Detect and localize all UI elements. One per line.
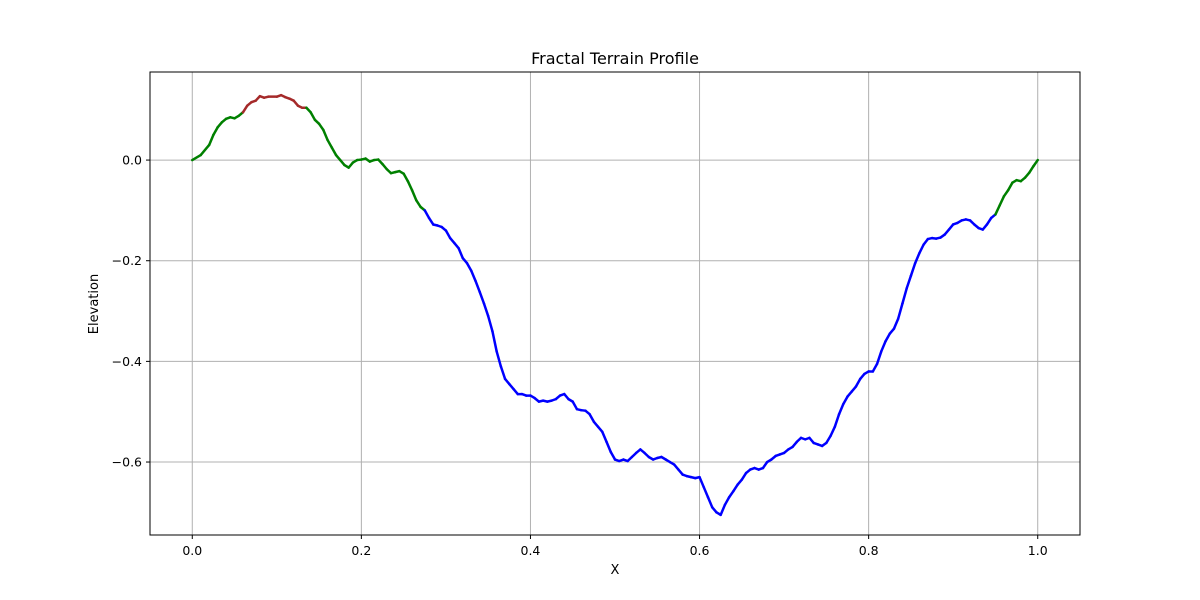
- line-segment: [706, 496, 714, 509]
- grid: [150, 72, 1080, 535]
- x-tick-label: 0.8: [859, 543, 879, 558]
- line-segment: [474, 279, 481, 294]
- line-segment: [732, 483, 739, 493]
- y-tick-label: −0.6: [112, 455, 142, 470]
- x-axis-label: X: [611, 563, 620, 578]
- line-segment: [833, 412, 841, 429]
- terrain-profile-line: [191, 93, 1039, 517]
- y-tick-label: −0.2: [112, 253, 142, 268]
- line-segment: [1006, 181, 1014, 192]
- line-segment: [825, 434, 832, 445]
- line-segment: [723, 496, 731, 507]
- line-segment: [191, 153, 202, 162]
- line-segment: [1028, 164, 1035, 174]
- line-segment: [241, 104, 249, 114]
- line-segment: [875, 350, 883, 366]
- x-tick-label: 0.4: [521, 543, 541, 558]
- line-segment: [457, 246, 465, 260]
- line-segment: [901, 287, 908, 305]
- line-segment: [918, 243, 925, 255]
- line-segment: [892, 317, 900, 330]
- line-segment: [571, 400, 579, 411]
- x-tick-label: 0.0: [182, 543, 202, 558]
- line-segment: [1032, 158, 1039, 168]
- line-segment: [402, 172, 410, 183]
- line-segment: [896, 302, 904, 320]
- x-tick-label: 0.6: [690, 543, 710, 558]
- y-axis-label: Elevation: [87, 274, 102, 334]
- line-segment: [199, 143, 211, 157]
- line-segment: [470, 269, 477, 283]
- line-segment: [884, 332, 892, 343]
- line-segment: [212, 126, 219, 137]
- line-segment: [905, 274, 913, 290]
- line-segment: [478, 290, 486, 305]
- line-segment: [740, 471, 748, 481]
- y-tick-label: 0.0: [122, 153, 142, 168]
- line-segment: [491, 329, 498, 353]
- line-segment: [871, 362, 879, 373]
- chart-title: Fractal Terrain Profile: [531, 49, 699, 68]
- line-segment: [837, 402, 845, 416]
- plot-frame: [149, 71, 1081, 536]
- x-axis-ticks: 0.0 0.2 0.4 0.6 0.8 1.0: [182, 535, 1048, 558]
- line-segment: [601, 430, 608, 444]
- line-segment: [985, 216, 993, 226]
- line-segment: [326, 138, 334, 149]
- line-segment: [702, 485, 710, 499]
- line-segment: [854, 377, 862, 388]
- line-segment: [423, 209, 431, 220]
- line-segment: [486, 314, 494, 333]
- line-segment: [406, 179, 414, 192]
- line-segment: [495, 350, 503, 368]
- line-segment: [499, 365, 507, 381]
- line-segment: [913, 251, 921, 265]
- line-segment: [842, 395, 849, 406]
- y-axis-ticks: 0.0 −0.2 −0.4 −0.6: [112, 153, 150, 470]
- line-segment: [330, 146, 338, 157]
- line-segment: [829, 425, 837, 438]
- line-segment: [309, 111, 317, 122]
- line-segment: [994, 204, 1001, 216]
- line-segment: [444, 229, 452, 240]
- line-segment: [427, 216, 435, 226]
- line-segment: [880, 339, 887, 353]
- line-segment: [322, 128, 329, 142]
- line-segment: [609, 450, 617, 461]
- line-segment: [465, 261, 473, 273]
- line-segment: [588, 412, 596, 424]
- line-segment: [410, 189, 418, 202]
- x-tick-label: 0.2: [351, 543, 371, 558]
- line-segment: [415, 199, 422, 209]
- line-segment: [207, 133, 215, 147]
- line-segment: [698, 475, 706, 489]
- line-segment: [909, 261, 917, 278]
- line-segment: [605, 440, 613, 454]
- line-segment: [482, 302, 490, 318]
- x-tick-label: 1.0: [1028, 543, 1048, 558]
- line-segment: [998, 195, 1006, 207]
- line-segment: [719, 503, 727, 517]
- y-tick-label: −0.4: [112, 354, 142, 369]
